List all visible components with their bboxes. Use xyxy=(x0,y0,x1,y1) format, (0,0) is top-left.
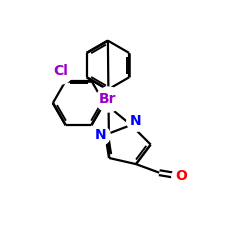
Text: O: O xyxy=(175,169,187,183)
Text: Br: Br xyxy=(99,92,117,106)
Text: N: N xyxy=(94,128,106,142)
Text: N: N xyxy=(130,114,141,128)
Text: Cl: Cl xyxy=(53,64,68,78)
